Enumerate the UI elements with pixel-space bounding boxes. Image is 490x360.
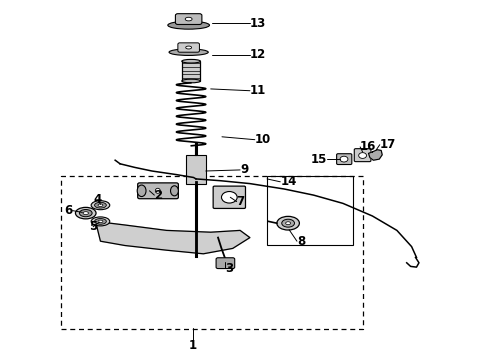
- Ellipse shape: [137, 185, 146, 197]
- Bar: [61, 176, 363, 329]
- Circle shape: [340, 156, 348, 162]
- Ellipse shape: [83, 212, 88, 215]
- Ellipse shape: [282, 219, 294, 227]
- Text: 13: 13: [250, 17, 266, 30]
- Ellipse shape: [186, 46, 192, 49]
- Bar: [267, 176, 353, 245]
- Bar: [186, 155, 206, 184]
- Circle shape: [221, 192, 237, 203]
- Ellipse shape: [75, 207, 96, 219]
- Ellipse shape: [185, 17, 192, 21]
- Ellipse shape: [155, 188, 160, 193]
- FancyBboxPatch shape: [354, 149, 371, 162]
- Polygon shape: [96, 221, 250, 254]
- Text: 7: 7: [237, 195, 245, 208]
- Text: 11: 11: [250, 84, 266, 97]
- Ellipse shape: [286, 222, 291, 225]
- FancyBboxPatch shape: [216, 258, 235, 269]
- Text: 10: 10: [255, 133, 271, 146]
- Text: 14: 14: [280, 175, 296, 188]
- Text: 15: 15: [311, 153, 327, 166]
- Text: 12: 12: [250, 48, 266, 61]
- Text: 8: 8: [297, 235, 305, 248]
- Ellipse shape: [169, 49, 208, 55]
- Text: 4: 4: [94, 193, 102, 206]
- Bar: [182, 61, 200, 81]
- FancyBboxPatch shape: [213, 186, 245, 208]
- Polygon shape: [368, 150, 382, 160]
- Text: 16: 16: [360, 140, 376, 153]
- Circle shape: [359, 153, 367, 158]
- Ellipse shape: [91, 201, 110, 210]
- Ellipse shape: [95, 202, 106, 208]
- Text: 17: 17: [380, 138, 396, 151]
- FancyBboxPatch shape: [138, 183, 178, 199]
- Text: 2: 2: [154, 189, 163, 202]
- Ellipse shape: [98, 204, 103, 206]
- FancyBboxPatch shape: [175, 14, 202, 24]
- Ellipse shape: [79, 210, 92, 217]
- Ellipse shape: [91, 217, 110, 226]
- Ellipse shape: [182, 79, 200, 83]
- FancyBboxPatch shape: [178, 43, 199, 52]
- Ellipse shape: [182, 59, 200, 63]
- Ellipse shape: [98, 220, 103, 222]
- Ellipse shape: [277, 216, 299, 230]
- FancyBboxPatch shape: [337, 154, 352, 165]
- Ellipse shape: [95, 219, 106, 224]
- Text: 3: 3: [225, 262, 234, 275]
- Ellipse shape: [171, 186, 178, 196]
- Text: 5: 5: [89, 220, 97, 233]
- Ellipse shape: [168, 21, 210, 29]
- Text: 6: 6: [64, 204, 73, 217]
- Text: 1: 1: [189, 339, 196, 352]
- Text: 9: 9: [240, 163, 248, 176]
